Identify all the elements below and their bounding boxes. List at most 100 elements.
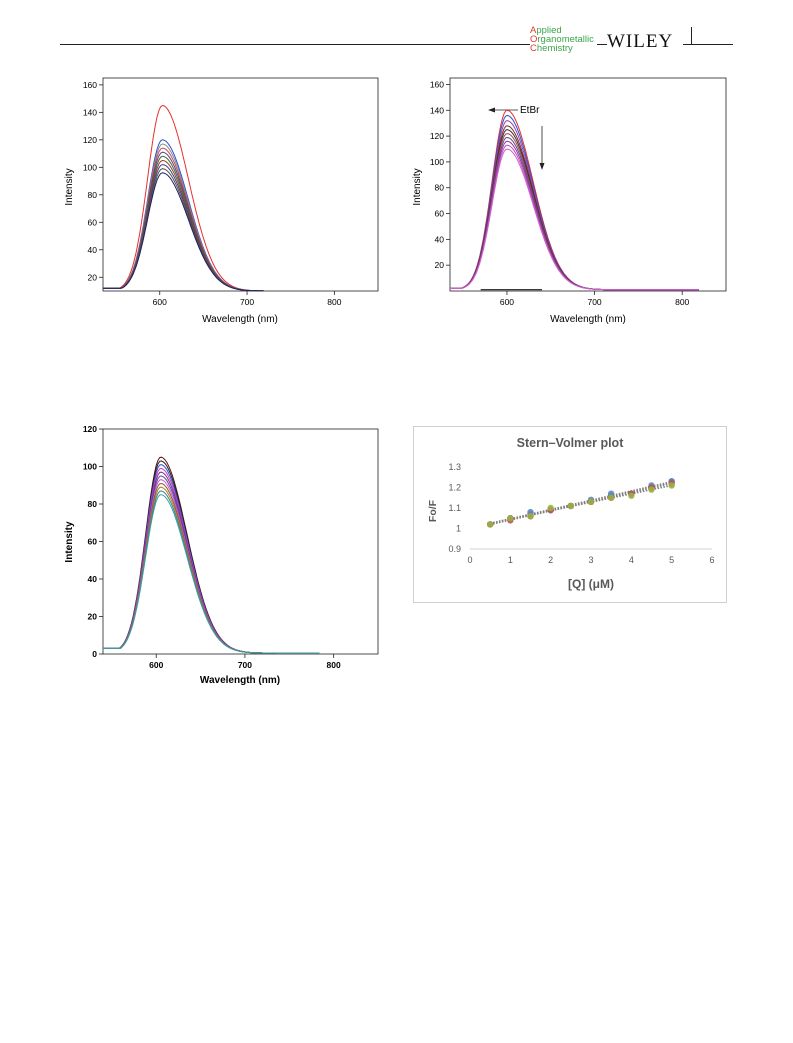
y-tick-label: 1.2 bbox=[448, 483, 461, 493]
data-point bbox=[567, 502, 575, 510]
journal-logo: Applied Organometallic Chemistry bbox=[530, 25, 594, 54]
y-tick-label: 1.1 bbox=[448, 503, 461, 513]
spectrum-series-line bbox=[450, 125, 699, 291]
spectrum-series-line bbox=[103, 172, 264, 292]
publisher-logo: WILEY bbox=[607, 31, 674, 52]
x-tick-label: 800 bbox=[327, 660, 341, 670]
spectrum-series-line bbox=[450, 120, 699, 291]
y-tick-label: 20 bbox=[435, 260, 445, 270]
data-point bbox=[607, 494, 615, 501]
data-point bbox=[587, 498, 595, 506]
plot-frame bbox=[102, 77, 379, 292]
y-tick-label: 80 bbox=[435, 183, 445, 193]
y-tick-label: 120 bbox=[83, 135, 97, 145]
data-point bbox=[527, 513, 534, 520]
y-tick-label: 120 bbox=[83, 424, 97, 434]
y-tick-label: 1.3 bbox=[448, 462, 461, 472]
header-tick bbox=[691, 27, 692, 45]
data-point bbox=[668, 482, 675, 489]
x-tick-label: 600 bbox=[153, 297, 167, 307]
x-axis-label: Wavelength (nm) bbox=[200, 675, 280, 686]
y-axis-label: Intensity bbox=[64, 168, 75, 205]
y-axis-label: Fo/F bbox=[427, 499, 439, 522]
data-point bbox=[547, 504, 554, 512]
x-tick-label: 2 bbox=[548, 555, 553, 565]
y-tick-label: 40 bbox=[88, 245, 98, 255]
y-tick-label: 160 bbox=[83, 80, 97, 90]
y-tick-label: 60 bbox=[88, 537, 98, 547]
y-axis-label: Intensity bbox=[412, 168, 423, 205]
y-tick-label: 100 bbox=[83, 462, 97, 472]
header-rule-left bbox=[60, 44, 530, 45]
y-tick-label: 120 bbox=[430, 131, 444, 141]
y-tick-label: 80 bbox=[88, 499, 98, 509]
stern-volmer-panel: Stern–Volmer plot Fo/F [Q] (μM) 0 1 2 3 4 5 6 0… bbox=[413, 426, 727, 603]
spectrum-series-line bbox=[103, 151, 264, 292]
y-tick-label: 140 bbox=[430, 105, 444, 115]
data-point bbox=[486, 521, 494, 528]
trendline bbox=[490, 484, 672, 524]
journal-logo-line: Applied bbox=[530, 25, 562, 36]
y-axis-label: Intensity bbox=[64, 521, 75, 563]
x-tick-label: 3 bbox=[588, 555, 593, 565]
y-tick-label: 0.9 bbox=[448, 544, 461, 554]
spectrum-series-line bbox=[103, 159, 264, 292]
spectrum-series-line bbox=[103, 155, 264, 292]
x-tick-label: 5 bbox=[669, 555, 674, 565]
etbr-annotation: EtBr bbox=[520, 105, 540, 116]
x-tick-label: 600 bbox=[500, 297, 514, 307]
header-rule-mid bbox=[597, 44, 607, 45]
x-tick-label: 600 bbox=[149, 660, 163, 670]
x-tick-label: 700 bbox=[587, 297, 601, 307]
spectrum-series-line bbox=[103, 104, 264, 292]
spectrum-series-line bbox=[103, 147, 264, 292]
x-tick-label: 800 bbox=[675, 297, 689, 307]
spectrum-series-line bbox=[103, 494, 320, 654]
x-axis-label: Wavelength (nm) bbox=[550, 314, 626, 325]
y-tick-label: 80 bbox=[88, 190, 98, 200]
trendline bbox=[490, 482, 672, 526]
x-tick-label: 700 bbox=[238, 660, 252, 670]
emission-spectrum-chart-3: Intensity Wavelength (nm) 600 700 800 0 20 40… bbox=[64, 424, 379, 686]
y-tick-label: 160 bbox=[430, 79, 444, 89]
chart-title: Stern–Volmer plot bbox=[517, 436, 625, 450]
x-tick-label: 4 bbox=[629, 555, 634, 565]
down-arrow-head bbox=[539, 163, 545, 170]
y-tick-label: 20 bbox=[88, 612, 98, 622]
emission-spectrum-chart-2: Intensity Wavelength (nm) EtBr 600 700 800… bbox=[412, 77, 727, 325]
x-axis-label: Wavelength (nm) bbox=[202, 314, 278, 325]
plot-frame bbox=[449, 77, 727, 292]
x-tick-label: 800 bbox=[327, 297, 341, 307]
journal-logo-line: Organometallic bbox=[530, 34, 594, 45]
y-tick-label: 60 bbox=[435, 209, 445, 219]
header-rule-right bbox=[683, 44, 733, 45]
stern-volmer-chart: Stern–Volmer plot Fo/F [Q] (μM) 0 1 2 3 4 5 6 0… bbox=[427, 436, 715, 591]
y-tick-label: 20 bbox=[88, 272, 98, 282]
spectrum-series-line bbox=[103, 139, 264, 292]
y-tick-label: 100 bbox=[83, 162, 97, 172]
data-point bbox=[507, 515, 514, 522]
spectrum-series-line bbox=[450, 129, 699, 291]
y-tick-label: 40 bbox=[88, 574, 98, 584]
x-tick-label: 700 bbox=[240, 297, 254, 307]
data-point bbox=[628, 492, 635, 499]
x-tick-label: 6 bbox=[709, 555, 714, 565]
page-header: Applied Organometallic Chemistry WILEY bbox=[0, 0, 793, 60]
x-axis-label: [Q] (μM) bbox=[568, 577, 614, 591]
y-tick-label: 100 bbox=[430, 157, 444, 167]
emission-spectrum-chart-1: Intensity Wavelength (nm) 600 700 800 20 40 6… bbox=[64, 77, 379, 325]
spectrum-series-line bbox=[450, 148, 699, 291]
left-arrow-head bbox=[488, 107, 495, 113]
y-tick-label: 60 bbox=[88, 217, 98, 227]
journal-logo-line: Chemistry bbox=[530, 43, 573, 54]
x-tick-label: 0 bbox=[467, 555, 472, 565]
y-tick-label: 140 bbox=[83, 107, 97, 117]
y-tick-label: 40 bbox=[435, 234, 445, 244]
y-tick-label: 0 bbox=[92, 649, 97, 659]
data-point bbox=[648, 486, 655, 493]
spectrum-series-line bbox=[103, 143, 264, 292]
spectrum-series-line bbox=[450, 114, 699, 291]
spectrum-series-line bbox=[450, 109, 699, 291]
x-tick-label: 1 bbox=[508, 555, 513, 565]
y-tick-label: 1 bbox=[456, 524, 461, 534]
